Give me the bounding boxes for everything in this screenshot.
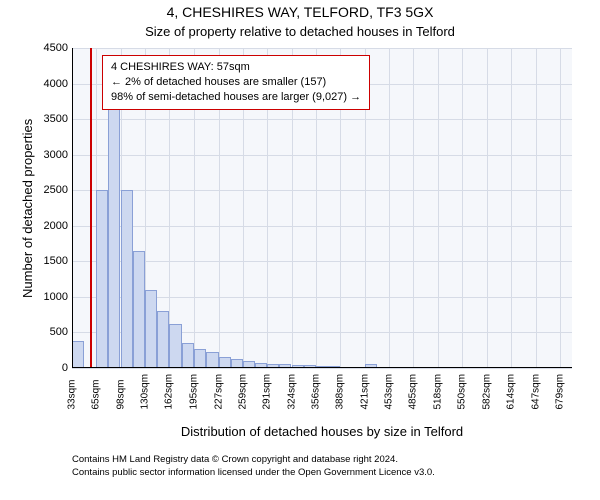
- y-axis-label: Number of detached properties: [20, 119, 35, 298]
- histogram-bar: [108, 76, 120, 368]
- x-tick-label: 291sqm: [261, 380, 272, 410]
- x-axis-label: Distribution of detached houses by size …: [72, 424, 572, 439]
- x-tick-label: 614sqm: [505, 380, 516, 410]
- annotation-line-3: 98% of semi-detached houses are larger (…: [111, 90, 361, 105]
- y-tick-label: 2500: [32, 184, 68, 196]
- histogram-bar: [182, 343, 194, 368]
- chart-title-sub: Size of property relative to detached ho…: [0, 24, 600, 39]
- x-tick-label: 453sqm: [384, 380, 395, 410]
- x-tick-label: 582sqm: [481, 380, 492, 410]
- x-tick-label: 356sqm: [310, 380, 321, 410]
- y-tick-label: 500: [32, 326, 68, 338]
- x-tick-label: 33sqm: [67, 380, 78, 410]
- histogram-bar: [157, 311, 169, 368]
- gridline-vertical: [560, 48, 561, 368]
- histogram-bar: [72, 341, 84, 368]
- annotation-line-2: ← 2% of detached houses are smaller (157…: [111, 75, 361, 90]
- histogram-bar: [133, 251, 145, 368]
- footer-line-2: Contains public sector information licen…: [72, 467, 435, 479]
- x-tick-label: 518sqm: [433, 380, 444, 410]
- property-marker-line: [90, 48, 92, 368]
- x-axis-line: [72, 367, 572, 368]
- histogram-bar: [194, 349, 206, 368]
- x-tick-label: 259sqm: [237, 380, 248, 410]
- x-tick-label: 421sqm: [360, 380, 371, 410]
- y-tick-label: 1500: [32, 255, 68, 267]
- x-tick-label: 647sqm: [530, 380, 541, 410]
- gridline-horizontal: [72, 190, 572, 191]
- gridline-vertical: [511, 48, 512, 368]
- gridline-vertical: [462, 48, 463, 368]
- gridline-horizontal: [72, 155, 572, 156]
- gridline-horizontal: [72, 119, 572, 120]
- gridline-vertical: [487, 48, 488, 368]
- x-tick-label: 679sqm: [554, 380, 565, 410]
- x-tick-label: 227sqm: [213, 380, 224, 410]
- annotation-line-1: 4 CHESHIRES WAY: 57sqm: [111, 60, 361, 75]
- x-tick-label: 130sqm: [140, 380, 151, 410]
- x-tick-label: 324sqm: [286, 380, 297, 410]
- histogram-bar: [96, 190, 108, 368]
- x-tick-label: 485sqm: [408, 380, 419, 410]
- x-tick-label: 98sqm: [116, 380, 127, 410]
- gridline-vertical: [413, 48, 414, 368]
- y-tick-label: 1000: [32, 291, 68, 303]
- x-tick-label: 65sqm: [91, 380, 102, 410]
- histogram-bar: [169, 324, 181, 368]
- y-tick-label: 2000: [32, 220, 68, 232]
- histogram-bar: [145, 290, 157, 368]
- annotation-box: 4 CHESHIRES WAY: 57sqm ← 2% of detached …: [102, 55, 370, 110]
- y-axis-line: [72, 48, 73, 368]
- x-tick-label: 388sqm: [335, 380, 346, 410]
- y-tick-label: 4000: [32, 78, 68, 90]
- chart-container: 4, CHESHIRES WAY, TELFORD, TF3 5GX Size …: [0, 0, 600, 500]
- gridline-horizontal: [72, 226, 572, 227]
- y-tick-label: 4500: [32, 42, 68, 54]
- y-tick-label: 0: [32, 362, 68, 374]
- histogram-bar: [206, 352, 218, 368]
- y-tick-label: 3000: [32, 149, 68, 161]
- footer-line-1: Contains HM Land Registry data © Crown c…: [72, 454, 398, 466]
- x-tick-label: 162sqm: [164, 380, 175, 410]
- chart-title-main: 4, CHESHIRES WAY, TELFORD, TF3 5GX: [0, 4, 600, 20]
- gridline-vertical: [389, 48, 390, 368]
- gridline-vertical: [438, 48, 439, 368]
- gridline-vertical: [536, 48, 537, 368]
- gridline-horizontal: [72, 261, 572, 262]
- gridline-horizontal: [72, 48, 572, 49]
- y-tick-label: 3500: [32, 113, 68, 125]
- histogram-bar: [121, 190, 133, 368]
- gridline-horizontal: [72, 368, 572, 369]
- x-tick-label: 550sqm: [457, 380, 468, 410]
- x-tick-label: 195sqm: [189, 380, 200, 410]
